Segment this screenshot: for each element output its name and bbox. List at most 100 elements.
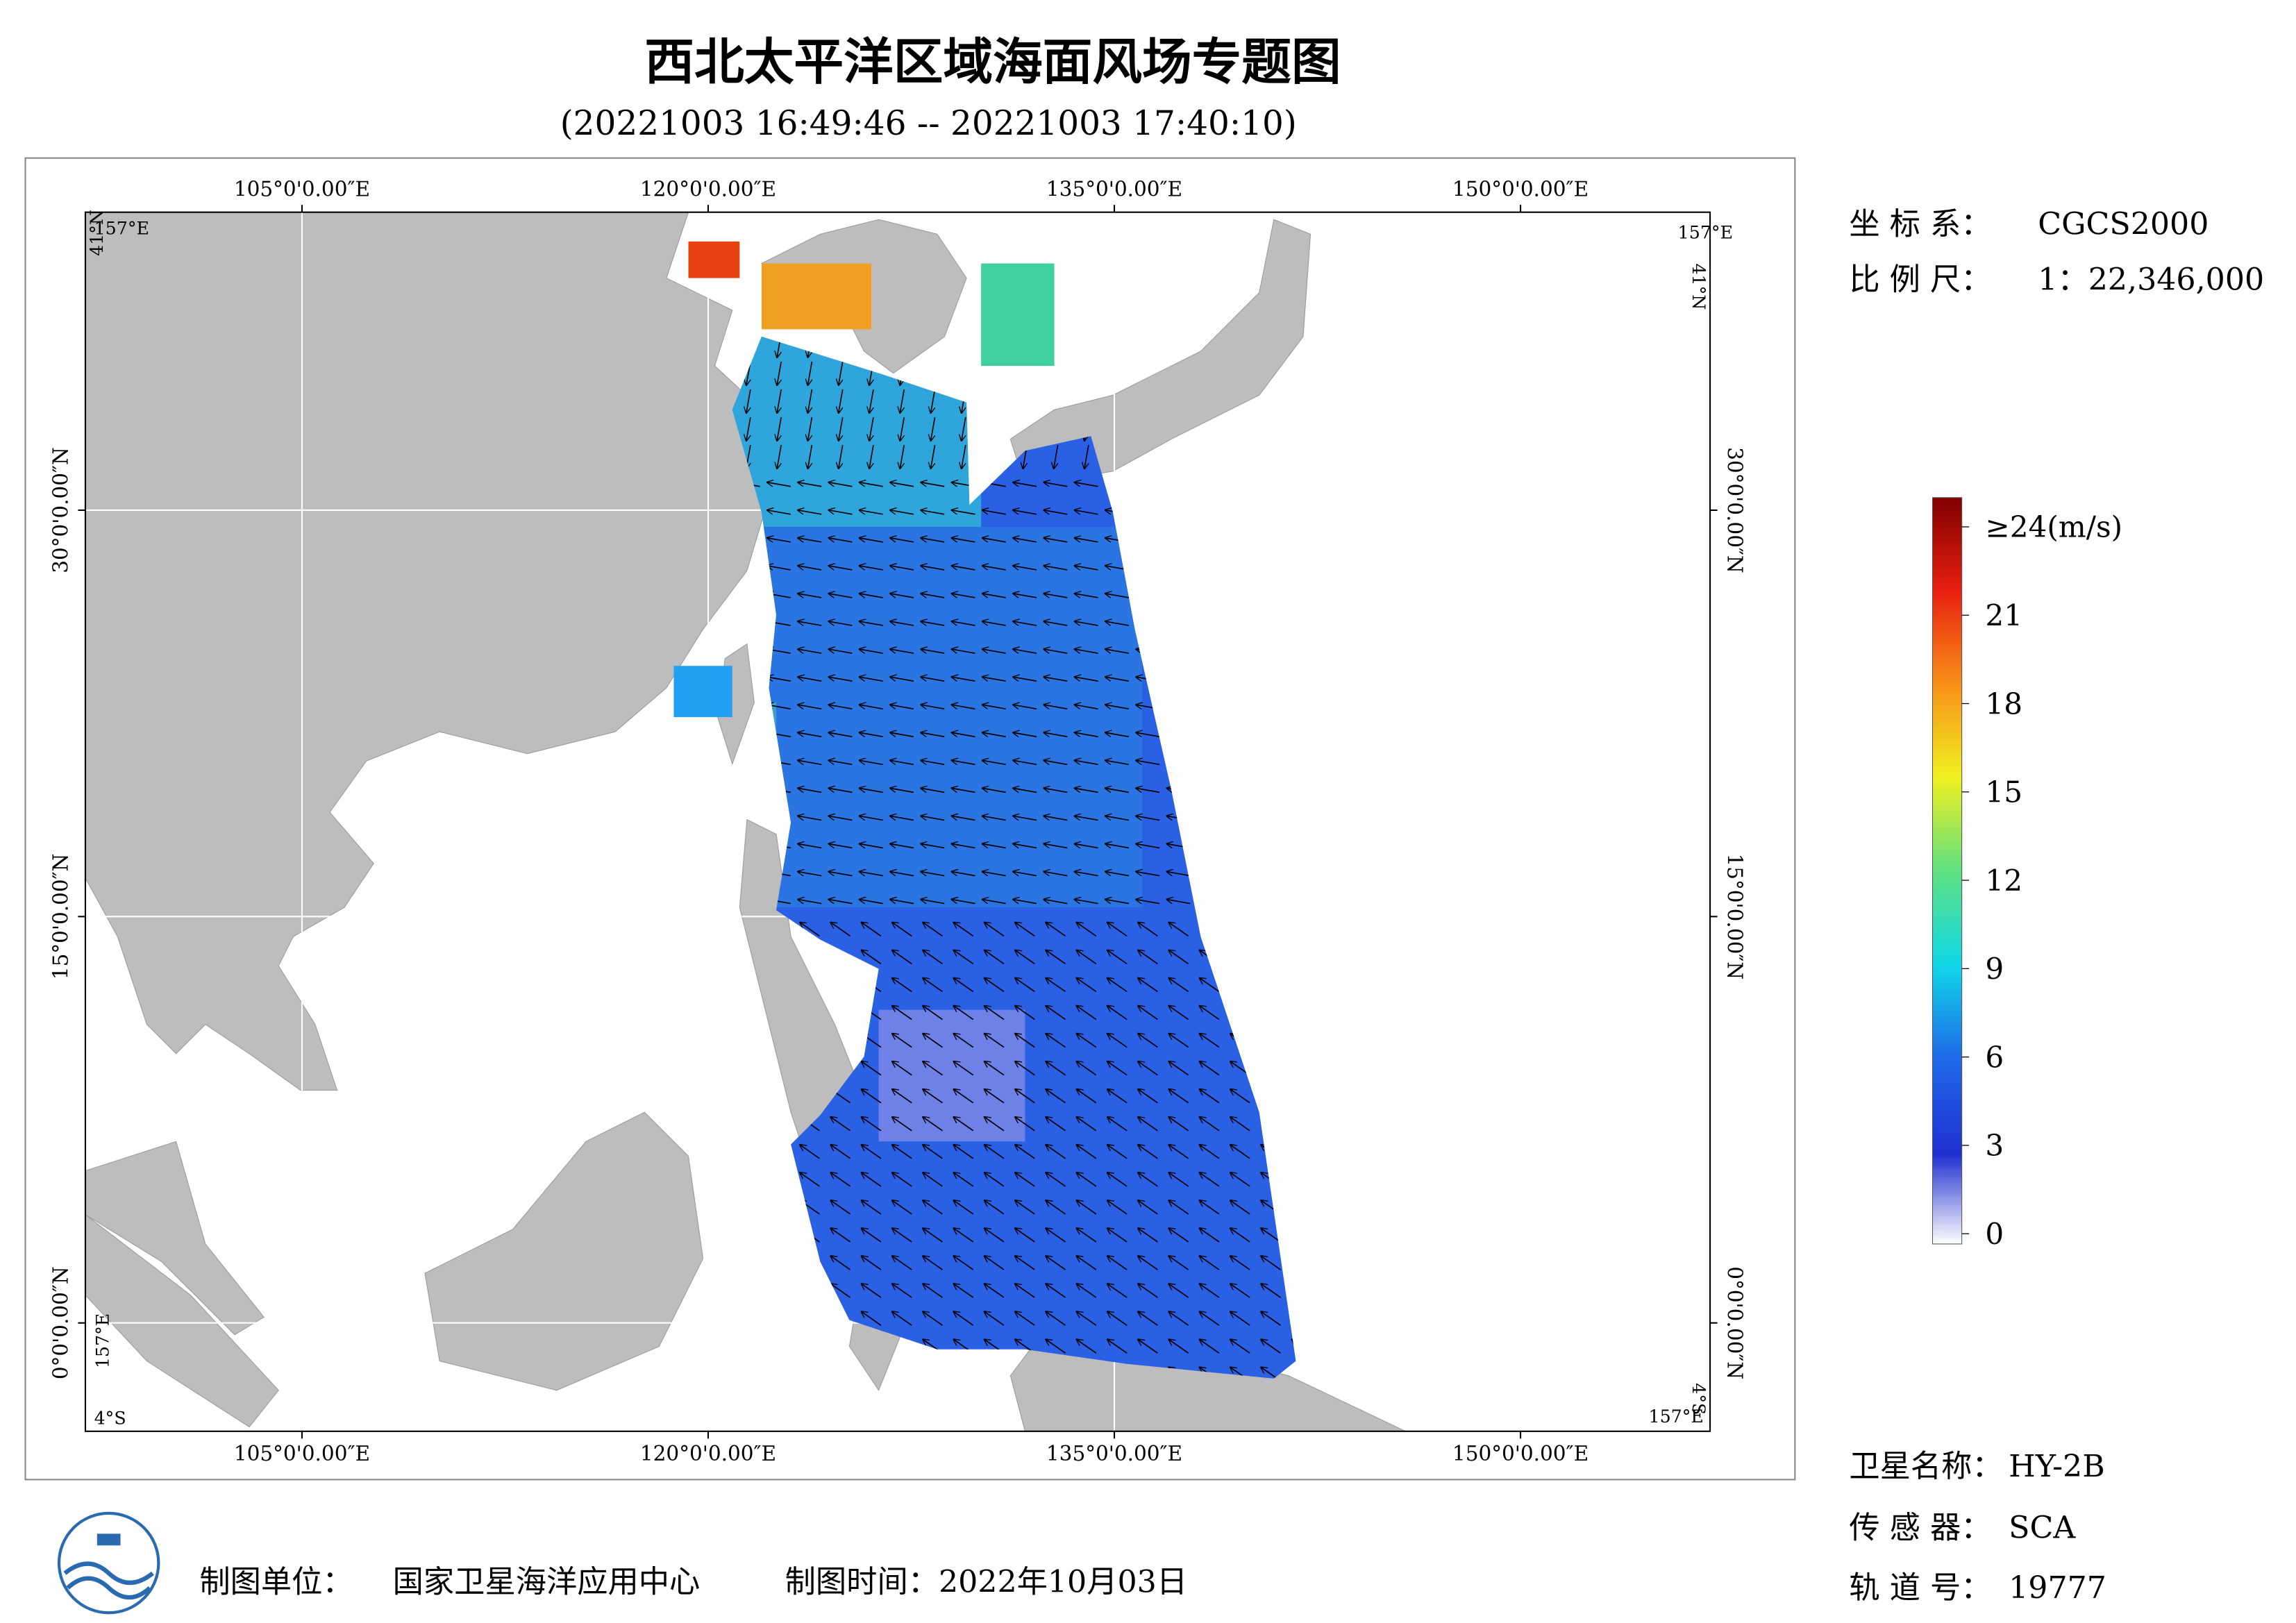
wind-arrow (962, 417, 966, 440)
wind-arrow (1044, 677, 1068, 682)
wind-arrow (1046, 923, 1066, 937)
wind-arrow (768, 510, 791, 515)
wind-arrow (1106, 705, 1129, 710)
wind-arrow (798, 705, 822, 710)
wind-arrow (1262, 1256, 1281, 1270)
wind-arrow (798, 789, 822, 793)
wind-arrow (1077, 1145, 1097, 1159)
wind-arrow (983, 566, 1006, 571)
wind-arrow (1200, 1312, 1220, 1326)
wind-arrow (1014, 510, 1037, 515)
wind-arrow (1139, 950, 1158, 965)
wind-patch (981, 263, 1055, 367)
wind-arrow (1231, 1256, 1250, 1270)
wind-arrow (862, 1089, 882, 1104)
wind-arrow (983, 538, 1006, 543)
colorbar-label: 12 (1985, 864, 2022, 898)
wind-arrow (984, 950, 1005, 965)
wind-arrow (1137, 816, 1160, 821)
wind-arrow (1014, 705, 1037, 710)
wind-arrow (1016, 978, 1035, 993)
wind-arrow (777, 389, 782, 412)
wind-arrow (1106, 649, 1129, 654)
wind-arrow (1075, 900, 1098, 905)
corner-label: 157°E (1678, 223, 1733, 243)
wind-arrow (954, 1284, 974, 1298)
wind-arrow (923, 1229, 943, 1243)
wind-arrow (1139, 1006, 1158, 1020)
logo (57, 1511, 160, 1615)
wind-arrow (893, 1284, 912, 1298)
wind-arrow (1231, 1089, 1250, 1104)
wind-arrow (798, 760, 822, 766)
wind-arrow (983, 732, 1006, 738)
wind-arrow (860, 900, 883, 905)
wind-arrow (1075, 566, 1098, 571)
wind-arrow (1044, 844, 1068, 849)
wind-arrow (1107, 1034, 1128, 1048)
wind-arrow (831, 1201, 851, 1215)
wind-arrow (1200, 1145, 1220, 1159)
wind-arrow (1046, 1312, 1066, 1326)
footer-date: 制图时间：2022年10月03日 (785, 1565, 1187, 1600)
wind-arrow (1046, 1284, 1066, 1298)
wind-arrow (923, 1312, 943, 1326)
wind-arrow (984, 1312, 1005, 1326)
colorbar-label: 6 (1985, 1040, 2004, 1074)
lat-label: 15°0'0.00″N (49, 854, 73, 980)
wind-arrow (952, 760, 975, 766)
wind-arrow (829, 621, 853, 626)
subtitle: (20221003 16:49:46 -- 20221003 17:40:10) (560, 104, 1297, 143)
wind-arrow (1107, 1284, 1128, 1298)
wind-arrow (1044, 732, 1068, 738)
wind-arrow (1016, 1034, 1035, 1048)
wind-arrow (860, 760, 883, 766)
wind-arrow (952, 649, 975, 654)
wind-arrow (1077, 978, 1097, 993)
wind-arrow (954, 978, 974, 993)
wind-arrow (921, 566, 945, 571)
wind-arrow (1169, 1340, 1189, 1354)
wind-arrow (983, 760, 1006, 766)
wind-arrow (923, 1089, 943, 1104)
info-value: 1：22,346,000 (2038, 262, 2264, 297)
wind-arrow (1016, 1284, 1035, 1298)
wind-arrow (891, 760, 914, 766)
wind-arrow (1107, 1312, 1128, 1326)
wind-arrow (1077, 1089, 1097, 1104)
wind-arrow (952, 900, 975, 905)
wind-arrow (1169, 1284, 1189, 1298)
wind-arrow (900, 389, 905, 412)
wind-arrow (1075, 760, 1098, 766)
wind-arrow (1077, 1340, 1097, 1354)
wind-arrow (921, 510, 945, 515)
wind-arrow (983, 510, 1006, 515)
wind-arrow (831, 1284, 851, 1298)
wind-arrow (1046, 1340, 1066, 1354)
wind-arrow (893, 1201, 912, 1215)
wind-arrow (1044, 538, 1068, 543)
wind-arrow (862, 1229, 882, 1243)
wind-arrow (1107, 978, 1128, 993)
wind-arrow (768, 538, 791, 543)
wind-arrow (984, 1201, 1005, 1215)
wind-arrow (1014, 789, 1037, 793)
wind-arrow (891, 649, 914, 654)
wind-arrow (1075, 510, 1098, 515)
wind-arrow (860, 789, 883, 793)
wind-arrow (1044, 482, 1068, 487)
wind-arrow (891, 594, 914, 598)
wind-arrow (1169, 923, 1189, 937)
wind-arrow (1106, 844, 1129, 849)
wind-arrow (1044, 900, 1068, 905)
wind-arrow (1200, 1229, 1220, 1243)
wind-arrow (983, 789, 1006, 793)
wind-arrow (1044, 621, 1068, 626)
land (85, 212, 1406, 1431)
wind-arrow (1046, 1256, 1066, 1270)
wind-arrow (1016, 950, 1035, 965)
wind-arrow (952, 677, 975, 682)
wind-arrow (1016, 1201, 1035, 1215)
wind-arrow (923, 1006, 943, 1020)
footer-unit: 国家卫星海洋应用中心 (393, 1565, 701, 1600)
